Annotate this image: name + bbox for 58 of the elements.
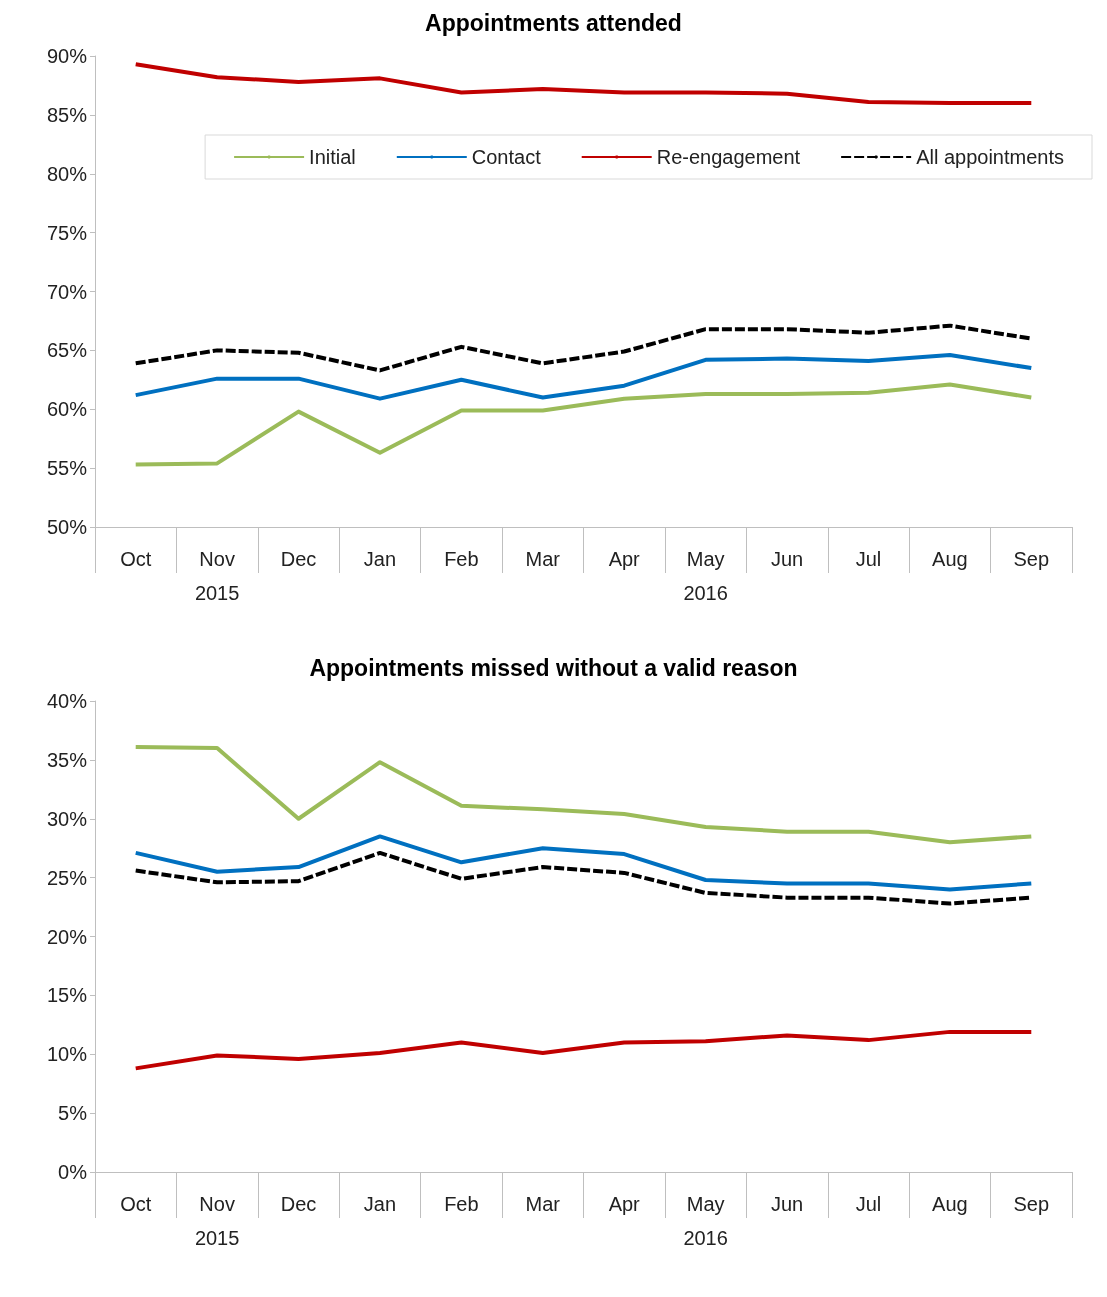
y-tick-label: 35%: [46, 748, 88, 771]
y-tick-label: 75%: [46, 221, 88, 244]
x-tick-label: Jul: [855, 548, 882, 570]
x-tick-label: Apr: [608, 548, 641, 570]
x-tick-label: Sep: [1013, 548, 1050, 570]
line-series: [133, 353, 1034, 401]
x-tick-label: May: [686, 548, 725, 570]
y-tick-label: 50%: [46, 516, 88, 538]
y-tick-label: 90%: [46, 45, 88, 67]
y-tick-label: 70%: [46, 280, 88, 303]
chart-title: Appointments attended: [425, 9, 682, 36]
text: 2015: [194, 582, 240, 604]
y-tick-label: 20%: [46, 925, 88, 948]
y-tick-label: 85%: [46, 103, 88, 126]
y-tick-label: 40%: [46, 690, 88, 712]
line-series: [133, 1029, 1034, 1071]
x-tick-label: May: [686, 1193, 725, 1215]
x-tick-label: Jun: [770, 1193, 804, 1215]
line-series: [133, 62, 1034, 106]
y-tick-label: 55%: [46, 457, 88, 480]
x-tick-label: Nov: [199, 548, 235, 570]
x-tick-label: Feb: [444, 1193, 479, 1215]
text: 2016: [683, 582, 728, 604]
x-tick-label: Dec: [280, 1193, 317, 1215]
y-tick-label: 0%: [58, 1161, 88, 1183]
chart-title: Appointments missed without a valid reason: [309, 654, 798, 681]
legend-label: Re-engagement: [656, 146, 801, 168]
x-tick-label: Aug: [932, 548, 968, 570]
y-tick-label: 80%: [46, 162, 88, 185]
text: 2015: [194, 1227, 240, 1249]
legend-label: Contact: [471, 146, 542, 168]
x-tick-label: Feb: [444, 548, 479, 570]
legend-label: Initial: [309, 146, 356, 168]
x-tick-label: Sep: [1013, 1193, 1050, 1215]
line-series: [133, 382, 1034, 467]
x-tick-label: Aug: [932, 1193, 968, 1215]
y-tick-label: 65%: [46, 339, 88, 362]
x-tick-label: Apr: [608, 1193, 641, 1215]
y-tick-label: 25%: [46, 866, 88, 889]
y-tick-label: 30%: [46, 807, 88, 830]
x-tick-label: Oct: [120, 1193, 152, 1215]
x-tick-label: Mar: [525, 1193, 561, 1215]
x-tick-label: Jun: [770, 548, 804, 570]
legend-label: All appointments: [916, 146, 1065, 168]
x-tick-label: Dec: [280, 548, 317, 570]
y-tick-label: 5%: [58, 1102, 88, 1125]
line-series: [133, 834, 1034, 892]
text: 2016: [683, 1227, 728, 1249]
x-tick-label: Jul: [855, 1193, 882, 1215]
line-series: [133, 744, 1034, 845]
y-tick-label: 10%: [46, 1043, 88, 1066]
x-tick-label: Jan: [363, 548, 397, 570]
x-tick-label: Nov: [199, 1193, 235, 1215]
y-tick-label: 60%: [46, 398, 88, 421]
y-tick-label: 15%: [46, 984, 88, 1007]
x-tick-label: Mar: [525, 548, 561, 570]
x-tick-label: Jan: [363, 1193, 397, 1215]
x-tick-label: Oct: [120, 548, 152, 570]
